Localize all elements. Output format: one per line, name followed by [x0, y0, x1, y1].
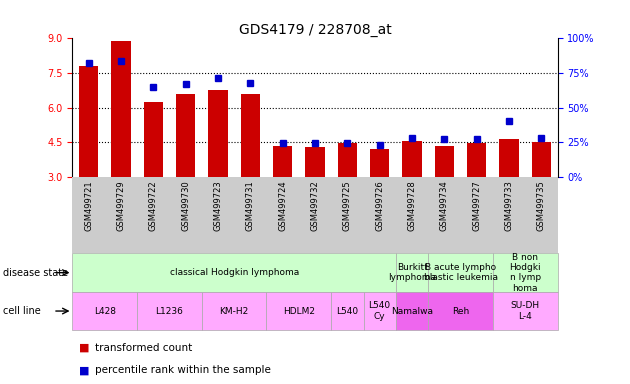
Bar [144, 102, 163, 177]
Text: GSM499730: GSM499730 [181, 180, 190, 231]
Text: L428: L428 [94, 306, 116, 316]
Text: B non
Hodgki
n lymp
homa: B non Hodgki n lymp homa [510, 253, 541, 293]
Bar [273, 146, 292, 177]
Text: GSM499733: GSM499733 [505, 180, 513, 231]
Text: SU-DH
L-4: SU-DH L-4 [511, 301, 540, 321]
Text: B acute lympho
blastic leukemia: B acute lympho blastic leukemia [423, 263, 498, 282]
Text: disease state: disease state [3, 268, 68, 278]
Bar [72, 292, 137, 330]
Text: L1236: L1236 [156, 306, 183, 316]
Text: L540: L540 [336, 306, 358, 316]
Bar [428, 292, 493, 330]
Bar [79, 66, 98, 177]
Text: GSM499724: GSM499724 [278, 180, 287, 231]
Text: L540
Cy: L540 Cy [369, 301, 391, 321]
Bar [435, 146, 454, 177]
Bar [396, 292, 428, 330]
Bar [266, 292, 331, 330]
Text: percentile rank within the sample: percentile rank within the sample [94, 365, 270, 375]
Text: ■: ■ [79, 343, 89, 353]
Text: GSM499727: GSM499727 [472, 180, 481, 231]
Bar [306, 147, 324, 177]
Bar [338, 143, 357, 177]
Text: HDLM2: HDLM2 [283, 306, 315, 316]
Text: GSM499732: GSM499732 [311, 180, 319, 231]
Bar [241, 94, 260, 177]
Bar [331, 292, 364, 330]
Bar [364, 292, 396, 330]
Bar [493, 253, 558, 292]
Text: GSM499722: GSM499722 [149, 180, 158, 231]
Bar [500, 139, 518, 177]
Text: GSM499725: GSM499725 [343, 180, 352, 231]
Text: cell line: cell line [3, 306, 41, 316]
Bar [72, 253, 396, 292]
Text: transformed count: transformed count [94, 343, 192, 353]
Text: Namalwa: Namalwa [391, 306, 433, 316]
Text: classical Hodgkin lymphoma: classical Hodgkin lymphoma [169, 268, 299, 277]
Text: KM-H2: KM-H2 [219, 306, 249, 316]
Text: GSM499731: GSM499731 [246, 180, 255, 231]
Bar [209, 90, 227, 177]
Text: GSM499721: GSM499721 [84, 180, 93, 231]
Text: GSM499726: GSM499726 [375, 180, 384, 231]
Bar [137, 292, 202, 330]
Bar [396, 253, 428, 292]
Bar [428, 253, 493, 292]
Text: GSM499734: GSM499734 [440, 180, 449, 231]
Text: Burkitt
lymphoma: Burkitt lymphoma [388, 263, 436, 282]
Bar [403, 141, 421, 177]
Bar [112, 41, 130, 177]
Text: Reh: Reh [452, 306, 469, 316]
Bar [176, 94, 195, 177]
Text: GSM499728: GSM499728 [408, 180, 416, 231]
Bar [493, 292, 558, 330]
Bar [370, 149, 389, 177]
Bar [467, 143, 486, 177]
Text: GSM499735: GSM499735 [537, 180, 546, 231]
Text: GSM499729: GSM499729 [117, 180, 125, 231]
Bar [202, 292, 266, 330]
Text: ■: ■ [79, 365, 89, 375]
Title: GDS4179 / 228708_at: GDS4179 / 228708_at [239, 23, 391, 37]
Text: GSM499723: GSM499723 [214, 180, 222, 231]
Bar [532, 142, 551, 177]
